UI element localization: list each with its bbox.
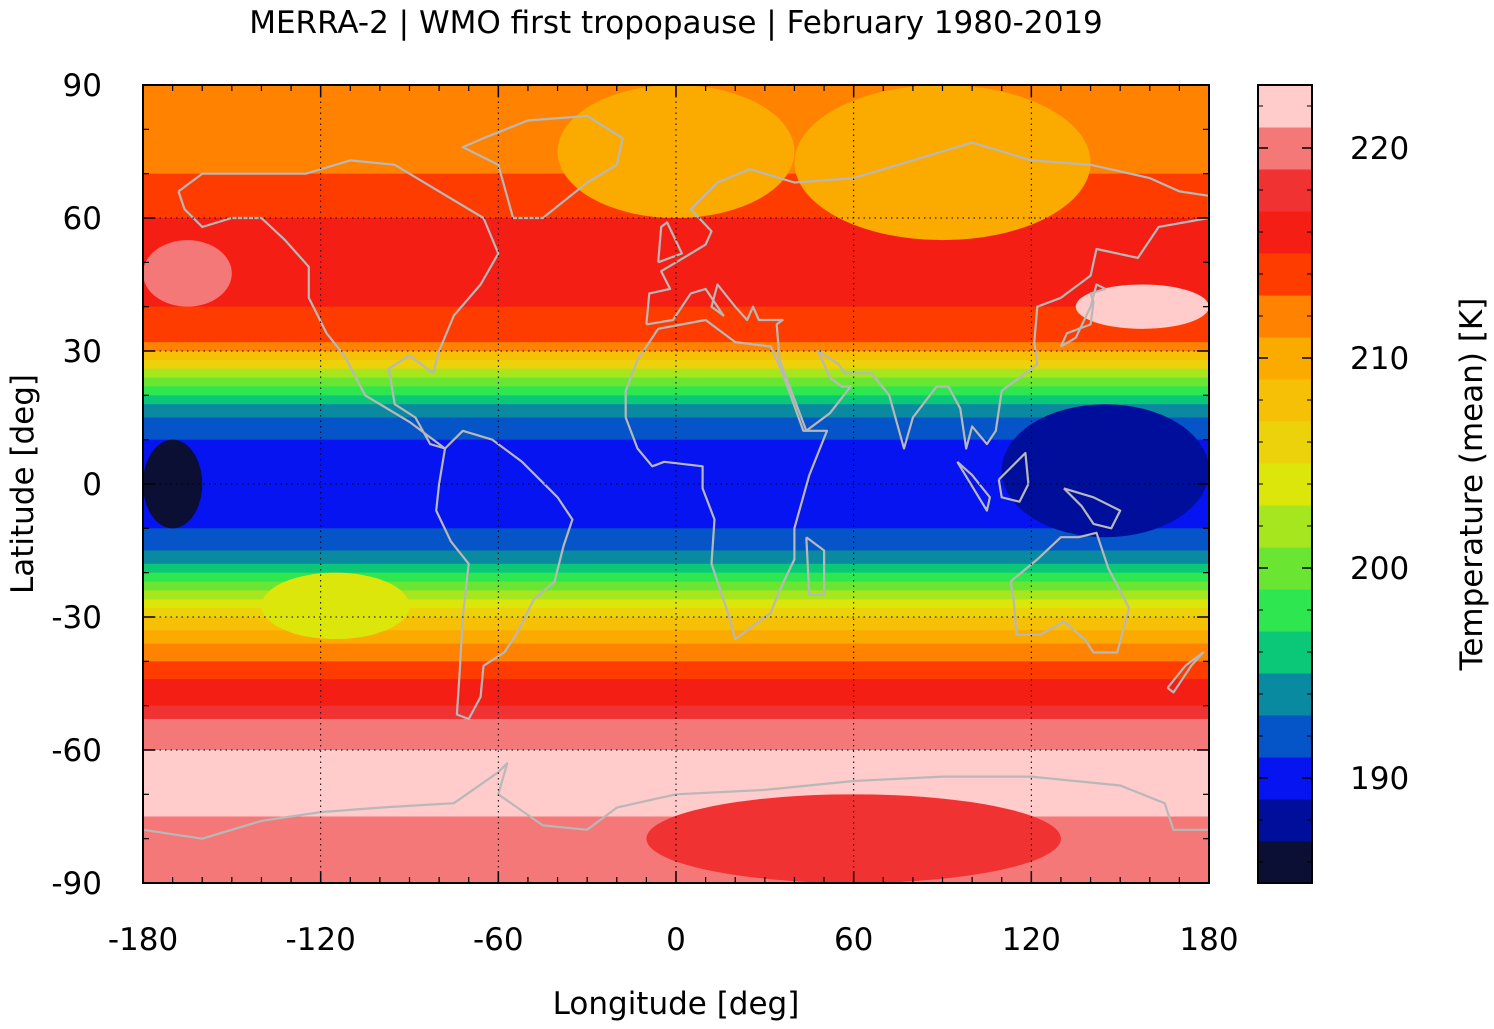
x-tick-label: 60 <box>834 922 873 958</box>
temperature-band <box>143 590 1209 600</box>
grid-lines <box>143 85 1209 883</box>
y-tick-label: -60 <box>51 733 102 769</box>
coastline <box>143 762 1209 840</box>
coastline <box>1059 283 1107 348</box>
colorbar-segment <box>1258 421 1312 464</box>
temperature-band <box>143 692 1209 707</box>
coastline <box>956 460 991 512</box>
temperature-band <box>143 359 1209 370</box>
temperature-band <box>143 679 1209 693</box>
colorbar-segment <box>1258 295 1312 338</box>
coastline <box>645 141 1209 450</box>
temperature-band <box>143 439 1209 463</box>
temperature-feature <box>1075 284 1209 329</box>
colorbar-segment <box>1258 631 1312 674</box>
plot-area <box>143 85 1209 883</box>
colorbar-segment <box>1258 253 1312 296</box>
colorbar-segment <box>1258 379 1312 422</box>
temperature-band <box>143 608 1209 618</box>
temperature-band <box>143 732 1209 751</box>
colorbar-tick-label: 200 <box>1350 551 1409 587</box>
colorbar-title: Temperature (mean) [K] <box>1454 298 1490 672</box>
temperature-band <box>143 506 1209 529</box>
coastline <box>624 318 829 641</box>
x-tick-label: -120 <box>285 922 355 958</box>
colorbar-segment <box>1258 841 1312 884</box>
coastline <box>1166 651 1205 694</box>
temperature-band <box>143 528 1209 552</box>
temperature-band <box>143 617 1209 631</box>
chart-title: MERRA-2 | WMO first tropopause | Februar… <box>249 5 1103 41</box>
temperature-band <box>143 750 1209 773</box>
temperature-feature <box>261 572 410 640</box>
x-tick-label: 120 <box>1002 922 1061 958</box>
coastline <box>1063 487 1122 530</box>
y-tick-label: -30 <box>51 600 102 636</box>
x-tick-label: -180 <box>108 922 178 958</box>
temperature-feature <box>143 439 203 529</box>
colorbar-segment <box>1258 463 1312 506</box>
temperature-band <box>143 563 1209 574</box>
colorbar-segment <box>1258 505 1312 548</box>
coastline <box>657 221 683 264</box>
temperature-feature <box>794 85 1091 241</box>
temperature-band <box>143 550 1209 565</box>
colorbar-tick-label: 220 <box>1350 131 1409 167</box>
temperature-band <box>143 484 1209 507</box>
colorbar-ticks: 190 200 210 220 <box>1258 105 1409 863</box>
temperature-band <box>143 599 1209 609</box>
coastline <box>997 451 1030 503</box>
y-tick-label: 0 <box>82 467 102 503</box>
colorbar <box>1258 85 1312 884</box>
temperature-band <box>143 630 1209 645</box>
temperature-band <box>143 572 1209 583</box>
x-tick-label: 0 <box>666 922 686 958</box>
coastline <box>461 114 624 220</box>
x-tick-label: 180 <box>1179 922 1238 958</box>
y-axis-title: Latitude [deg] <box>5 374 41 594</box>
colorbar-tick-label: 190 <box>1350 761 1409 797</box>
colorbar-segment <box>1258 169 1312 212</box>
coastline <box>177 159 500 450</box>
coastline <box>805 536 826 596</box>
colorbar-tick-label: 210 <box>1350 341 1409 377</box>
temperature-band <box>143 461 1209 485</box>
colorbar-segment <box>1258 85 1312 128</box>
x-axis-title: Longitude [deg] <box>553 986 800 1022</box>
coastline <box>1009 531 1131 654</box>
temperature-band <box>143 661 1209 680</box>
temperature-band <box>143 386 1209 396</box>
y-tick-label: 60 <box>63 201 102 237</box>
x-tick-label: -60 <box>473 922 524 958</box>
y-tick-label: 30 <box>63 334 102 370</box>
coastline <box>435 429 574 721</box>
x-axis: -180 -120 -60 0 60 120 180 <box>108 85 1239 958</box>
colorbar-segment <box>1258 211 1312 254</box>
colorbar-segment <box>1258 673 1312 716</box>
colorbar-segment <box>1258 589 1312 632</box>
temperature-band <box>143 342 1209 352</box>
y-tick-label: 90 <box>63 68 102 104</box>
temperature-band <box>143 395 1209 405</box>
colorbar-segment <box>1258 799 1312 842</box>
coastlines <box>143 114 1209 840</box>
temperature-band <box>143 368 1209 379</box>
temperature-feature <box>1001 404 1209 538</box>
y-axis: 90 60 30 0 -30 -60 -90 <box>51 68 1209 902</box>
temperature-band <box>143 718 1209 733</box>
y-tick-label: -90 <box>51 866 102 902</box>
temperature-feature <box>143 240 232 307</box>
colorbar-segment <box>1258 715 1312 758</box>
